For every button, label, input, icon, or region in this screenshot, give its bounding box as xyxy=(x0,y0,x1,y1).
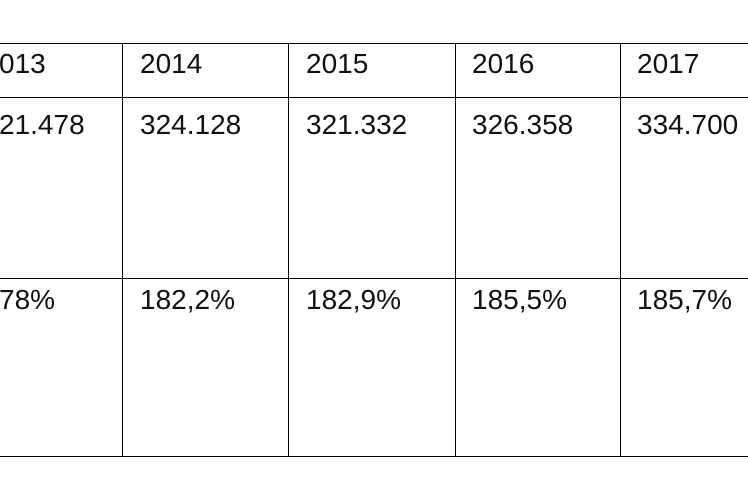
header-cell: 013 xyxy=(0,48,46,79)
row-divider xyxy=(0,97,748,98)
table-cell: 185,7% xyxy=(637,284,732,315)
header-cell: 2017 xyxy=(637,48,700,79)
table-cell: 324.128 xyxy=(140,109,242,140)
header-cell: 2016 xyxy=(472,48,535,79)
table-cell: 182,9% xyxy=(306,284,401,315)
table-cell: 334.700 xyxy=(637,109,739,140)
table-cell: 78% xyxy=(0,284,56,315)
table-border xyxy=(0,456,748,457)
table-cell: 321.332 xyxy=(306,109,408,140)
header-cell: 2014 xyxy=(140,48,203,79)
table-border xyxy=(0,43,748,44)
column-divider xyxy=(455,43,456,456)
column-divider xyxy=(288,43,289,456)
column-divider xyxy=(122,43,123,456)
row-divider xyxy=(0,278,748,279)
column-divider xyxy=(620,43,621,456)
header-cell: 2015 xyxy=(306,48,369,79)
table-cell: 182,2% xyxy=(140,284,235,315)
table-cell: 326.358 xyxy=(472,109,574,140)
table-cell: 185,5% xyxy=(472,284,567,315)
table-cell: 21.478 xyxy=(0,109,85,140)
